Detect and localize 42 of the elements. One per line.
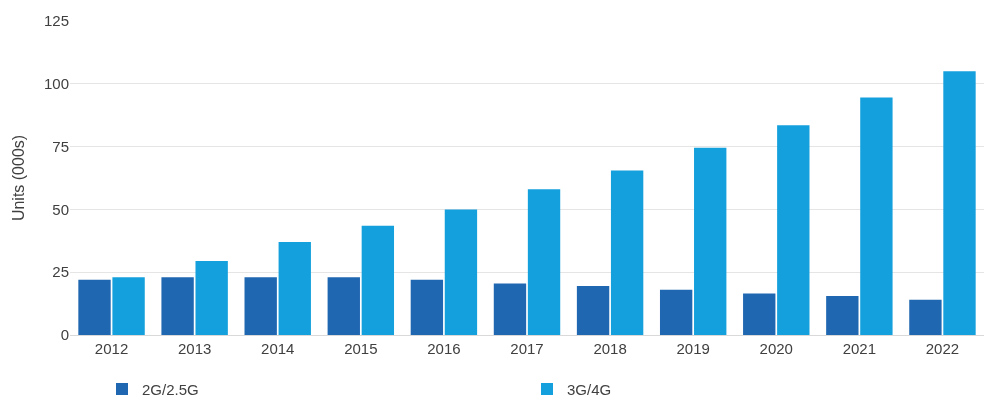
bar: [78, 279, 111, 335]
bar: [909, 299, 942, 335]
bar: [576, 286, 610, 335]
y-tick-label: 125: [43, 12, 69, 30]
x-tick-label: 2017: [510, 340, 544, 357]
y-axis-title: Units (000s): [9, 134, 27, 222]
bar: [743, 293, 776, 335]
x-tick-label: 2018: [593, 340, 627, 357]
x-tick-label: 2016: [427, 340, 461, 357]
x-tick-label: 2014: [261, 340, 295, 357]
legend-label: 2G/2.5G: [142, 380, 199, 398]
bar: [244, 277, 277, 335]
bar: [860, 97, 893, 335]
y-tick-label: 75: [52, 137, 69, 155]
bar: [659, 289, 693, 335]
bar: [410, 279, 444, 335]
x-tick-label: 2022: [925, 340, 960, 357]
bar: [361, 225, 395, 335]
y-tick-label: 0: [60, 326, 69, 344]
bar: [161, 277, 194, 335]
legend-label: 3G/4G: [567, 380, 612, 398]
x-tick-label: 2021: [842, 340, 877, 357]
bar: [112, 277, 145, 335]
bar: [777, 125, 810, 335]
bar: [527, 189, 561, 335]
bar: [610, 170, 644, 335]
x-tick-label: 2019: [676, 340, 710, 357]
bar: [826, 296, 859, 335]
y-tick-label: 100: [43, 75, 69, 93]
bar: [493, 283, 527, 335]
bar: [195, 260, 228, 335]
bar: [694, 147, 727, 335]
y-tick-label: 50: [52, 200, 69, 218]
bar: [943, 71, 976, 335]
x-tick-label: 2020: [759, 340, 793, 357]
x-tick-label: 2015: [344, 340, 378, 357]
y-tick-label: 25: [52, 263, 69, 281]
bar: [278, 242, 311, 335]
bar: [327, 277, 360, 335]
x-tick-label: 2012: [94, 340, 129, 357]
bar: [444, 209, 478, 335]
x-tick-label: 2013: [177, 340, 212, 357]
